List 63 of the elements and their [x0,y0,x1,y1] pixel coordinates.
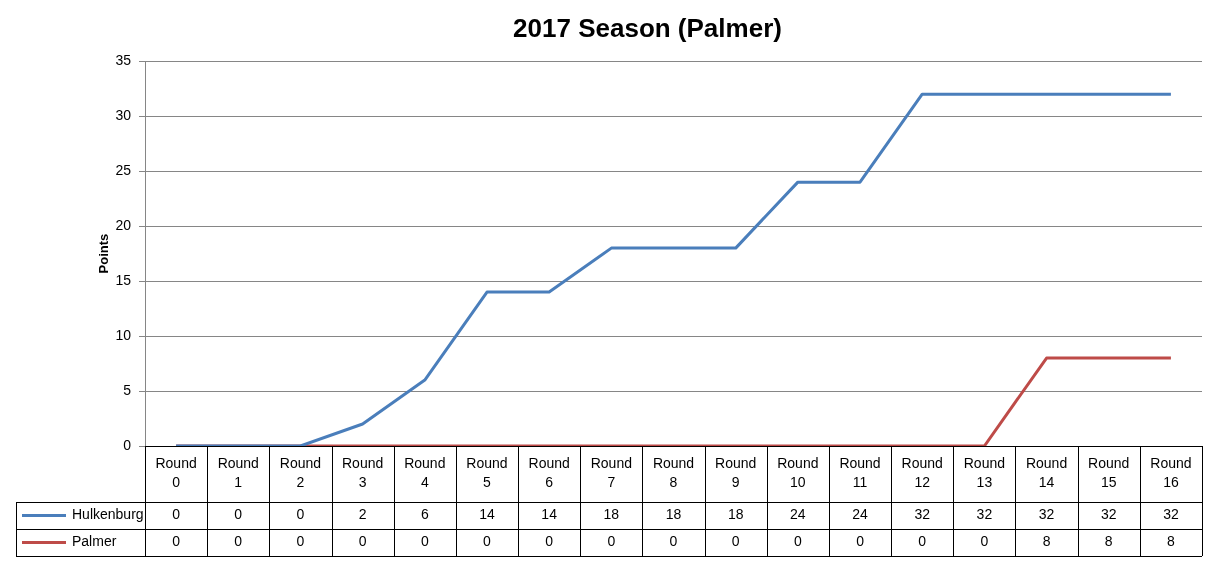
y-tick-label: 20 [115,216,132,233]
data-label: 32 [914,506,931,523]
data-label: 32 [1038,506,1055,523]
data-label: 32 [1100,506,1117,523]
y-tick-label: 5 [123,381,132,398]
data-label: 18 [665,506,682,523]
x-tick-label: Round 8 [652,455,695,491]
data-label: 0 [793,533,802,550]
x-tick-label: Round 7 [590,455,632,491]
x-tick-label: Round 1 [217,455,259,491]
data-label: 14 [479,506,495,523]
data-label: 0 [172,506,181,523]
data-label: 0 [918,533,927,550]
data-label: 0 [483,533,492,550]
data-label: 0 [420,533,429,550]
y-tick-label: 10 [115,326,132,343]
data-label: 8 [1042,533,1051,550]
y-axis-title: Points [96,233,112,274]
x-tick-label: Round 14 [1025,455,1068,491]
data-label: 0 [669,533,678,550]
data-label: 0 [172,533,181,550]
legend-label: Hulkenburg [72,506,144,523]
data-label: 0 [731,533,740,550]
data-label: 0 [296,533,305,550]
x-tick-label: Round 10 [777,455,819,491]
y-tick-label: 0 [123,436,132,453]
data-label: 0 [296,506,305,523]
x-tick-label: Round 11 [839,455,881,491]
data-label: 0 [980,533,989,550]
y-tick-label: 35 [115,52,132,69]
x-tick-label: Round 2 [279,455,322,491]
x-tick-label: Round 3 [341,455,384,491]
x-tick-label: Round 13 [963,455,1006,491]
data-label: 0 [607,533,616,550]
x-tick-label: Round 15 [1088,455,1130,491]
x-tick-label: Round 9 [715,455,757,491]
data-label: 2 [358,506,367,523]
chart-title: 2017 Season (Palmer) [513,12,782,43]
data-label: 32 [976,506,993,523]
data-label: 0 [545,533,554,550]
x-tick-label: Round 6 [528,455,570,491]
x-tick-label: Round 16 [1150,455,1192,491]
legend-label: Palmer [72,533,117,550]
data-label: 0 [856,533,865,550]
data-label: 18 [727,506,744,523]
data-label: 8 [1167,533,1176,550]
y-tick-label: 15 [115,271,132,288]
data-label: 0 [358,533,367,550]
data-label: 24 [790,506,806,523]
data-label: 18 [603,506,620,523]
data-label: 32 [1163,506,1179,523]
data-label: 14 [541,506,558,523]
y-tick-label: 30 [115,107,132,124]
y-tick-label: 25 [115,162,132,178]
data-label: 6 [420,506,429,523]
x-tick-label: Round 4 [404,455,446,491]
data-label: 24 [852,506,869,523]
x-tick-label: Round 0 [155,455,197,491]
x-tick-label: Round 12 [901,455,943,491]
data-label: 0 [234,533,243,550]
data-label: 0 [234,506,243,523]
data-label: 8 [1104,533,1113,550]
x-tick-label: Round 5 [466,455,508,491]
